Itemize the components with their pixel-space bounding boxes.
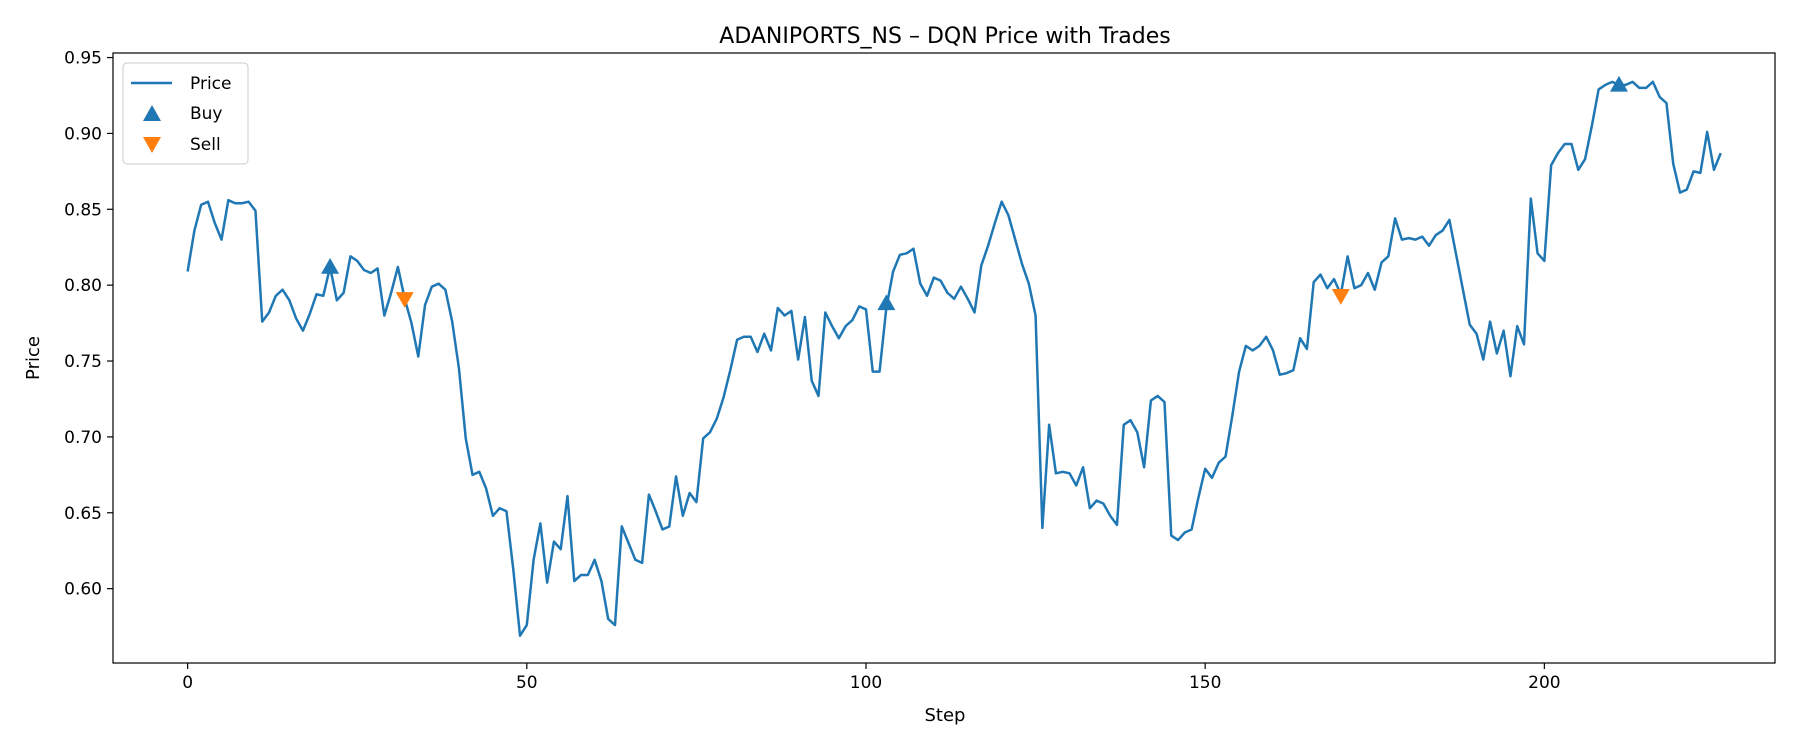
plot-area <box>186 75 1722 637</box>
legend-buy-label: Buy <box>190 104 223 124</box>
chart-title: ADANIPORTS_NS – DQN Price with Trades <box>719 24 1170 49</box>
buy-marker <box>321 257 340 274</box>
buy-marker <box>877 294 896 311</box>
y-tick-label: 0.95 <box>64 49 102 69</box>
x-tick-label: 0 <box>182 673 193 693</box>
legend-sell-marker <box>143 137 161 153</box>
legend: Price Buy Sell <box>122 62 249 165</box>
y-tick-label: 0.70 <box>64 428 102 448</box>
y-axis-label: Price <box>23 336 44 380</box>
x-axis-label: Step <box>925 705 966 726</box>
x-axis: 0 50 100 150 200 <box>182 663 1561 693</box>
price-line <box>186 80 1722 637</box>
sell-marker <box>1331 289 1350 305</box>
y-tick-label: 0.85 <box>64 200 102 220</box>
legend-price-label: Price <box>190 74 231 94</box>
x-tick-label: 50 <box>516 673 538 693</box>
x-tick-label: 200 <box>1528 673 1560 693</box>
y-tick-label: 0.90 <box>64 124 102 144</box>
legend-sell-label: Sell <box>190 135 221 155</box>
y-tick-label: 0.60 <box>64 580 102 600</box>
y-tick-label: 0.65 <box>64 504 102 524</box>
sell-marker <box>395 292 414 308</box>
x-tick-label: 100 <box>850 673 882 693</box>
y-tick-label: 0.75 <box>64 352 102 372</box>
buy-marker <box>1609 75 1628 92</box>
legend-buy-marker <box>143 105 161 121</box>
axes-frame <box>112 52 1776 664</box>
y-axis: 0.60 0.65 0.70 0.75 0.80 0.85 0.90 0.95 <box>64 49 113 600</box>
x-tick-label: 150 <box>1189 673 1221 693</box>
y-tick-label: 0.80 <box>64 276 102 296</box>
axes <box>112 52 1776 664</box>
